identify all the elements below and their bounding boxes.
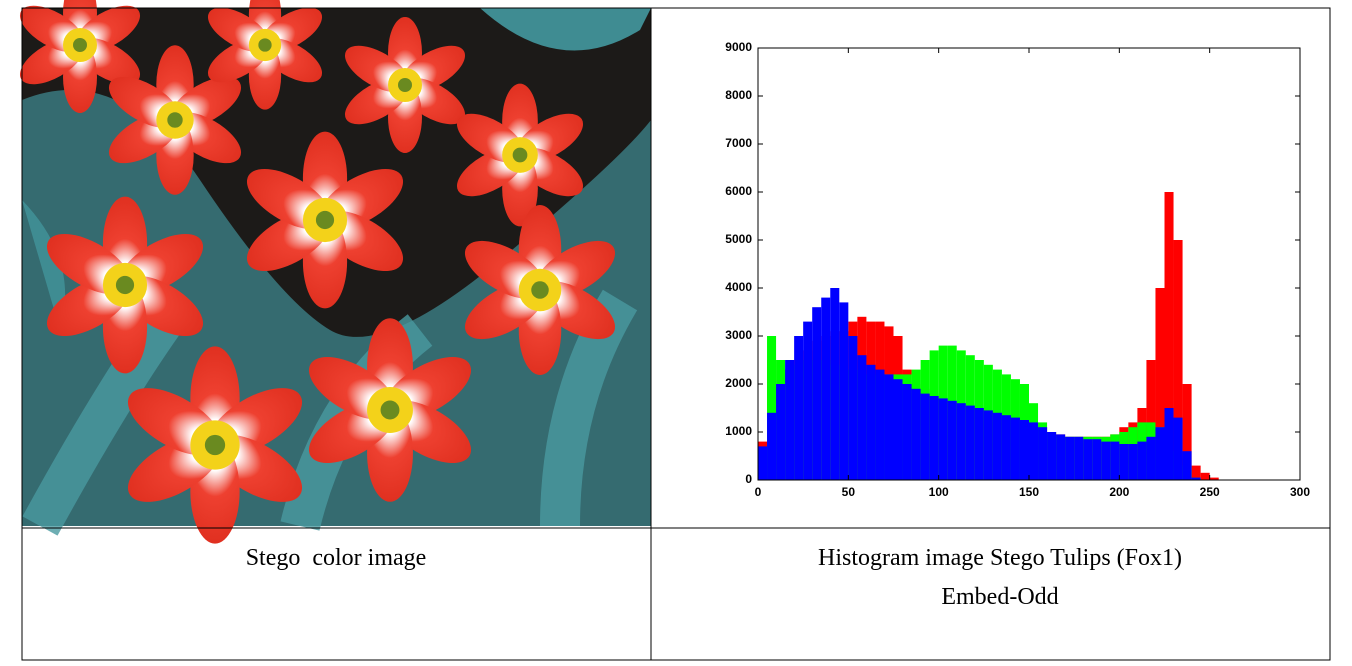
x-tick-label: 300 bbox=[1290, 485, 1310, 499]
histogram-bar bbox=[1128, 444, 1138, 480]
histogram-bar bbox=[1155, 427, 1165, 480]
histogram-bar bbox=[875, 369, 885, 480]
histogram-bar bbox=[1092, 439, 1102, 480]
histogram-bar bbox=[956, 403, 966, 480]
histogram-bar bbox=[1209, 477, 1219, 480]
histogram-bar bbox=[1146, 436, 1156, 480]
histogram-bar bbox=[1182, 384, 1192, 480]
histogram-bar bbox=[767, 336, 777, 480]
y-tick-label: 5000 bbox=[725, 232, 752, 246]
histogram-bar bbox=[857, 355, 867, 480]
histogram-bar bbox=[1191, 465, 1201, 480]
y-tick-label: 7000 bbox=[725, 136, 752, 150]
histogram-bar bbox=[830, 288, 840, 480]
x-tick-label: 250 bbox=[1200, 485, 1220, 499]
histogram-bar bbox=[938, 398, 948, 480]
x-tick-label: 0 bbox=[755, 485, 762, 499]
histogram-bar bbox=[767, 412, 777, 480]
histogram-bar bbox=[1074, 436, 1084, 480]
histogram-bar bbox=[974, 408, 984, 480]
histogram-bar bbox=[884, 374, 894, 480]
histogram-bar bbox=[1001, 415, 1011, 480]
histogram-bar bbox=[1173, 240, 1183, 480]
histogram-bar bbox=[848, 336, 858, 480]
y-tick-label: 2000 bbox=[725, 376, 752, 390]
histogram-bar bbox=[1019, 420, 1029, 480]
x-tick-label: 50 bbox=[842, 485, 856, 499]
y-tick-label: 1000 bbox=[725, 424, 752, 438]
y-tick-label: 3000 bbox=[725, 328, 752, 342]
table-borders bbox=[21, 7, 1331, 661]
histogram-bar bbox=[893, 379, 903, 480]
image-caption: Stego color image bbox=[246, 545, 427, 571]
histogram-bar bbox=[1038, 427, 1048, 480]
y-tick-label: 8000 bbox=[725, 88, 752, 102]
histogram-bar bbox=[1083, 439, 1093, 480]
histogram-chart: 0 1000 2000 3000 4000 5000 6000 7000 8000 9000 0 50… bbox=[725, 40, 1310, 499]
histogram-bar bbox=[1182, 451, 1192, 480]
histogram-bar bbox=[902, 384, 912, 480]
histogram-bar bbox=[992, 412, 1002, 480]
histogram-bar bbox=[1200, 472, 1210, 480]
histogram-bar bbox=[1047, 432, 1057, 480]
histogram-bar bbox=[911, 388, 921, 480]
histogram-bar bbox=[1010, 417, 1020, 480]
histogram-bar bbox=[1155, 288, 1165, 480]
histogram-bar bbox=[1110, 441, 1120, 480]
histogram-bar bbox=[1065, 436, 1075, 480]
x-tick-label: 100 bbox=[929, 485, 949, 499]
histogram-bar bbox=[1119, 444, 1129, 480]
y-tick-label: 0 bbox=[745, 472, 752, 486]
histogram-bar bbox=[983, 410, 993, 480]
histogram-bar bbox=[794, 336, 804, 480]
histogram-bar bbox=[1146, 360, 1156, 480]
y-tick-label: 6000 bbox=[725, 184, 752, 198]
histogram-bar bbox=[920, 393, 930, 480]
histogram-bar bbox=[1164, 408, 1174, 480]
histogram-bar bbox=[947, 400, 957, 480]
x-tick-label: 150 bbox=[1019, 485, 1039, 499]
histogram-bar bbox=[839, 302, 849, 480]
y-tick-label: 4000 bbox=[725, 280, 752, 294]
histogram-bar bbox=[758, 446, 768, 480]
histogram-bar bbox=[1101, 441, 1111, 480]
histogram-bar bbox=[812, 307, 822, 480]
x-tick-label: 200 bbox=[1109, 485, 1129, 499]
histogram-bar bbox=[776, 384, 786, 480]
tulip-image bbox=[12, 0, 651, 544]
histogram-bar bbox=[1056, 434, 1066, 480]
histogram-bar bbox=[785, 360, 795, 480]
histogram-bar bbox=[965, 405, 975, 480]
histogram-bar bbox=[866, 364, 876, 480]
histogram-bar bbox=[1173, 417, 1183, 480]
histogram-bar bbox=[1137, 441, 1147, 480]
histogram-bar bbox=[803, 321, 813, 480]
y-tick-label: 9000 bbox=[725, 40, 752, 54]
histogram-bar bbox=[1191, 477, 1201, 480]
histogram-caption: Histogram image Stego Tulips (Fox1) bbox=[818, 545, 1182, 571]
histogram-caption: Embed-Odd bbox=[941, 584, 1058, 610]
histogram-bar bbox=[1029, 422, 1039, 480]
histogram-bar bbox=[929, 396, 939, 480]
histogram-bar bbox=[1164, 192, 1174, 480]
histogram-bar bbox=[821, 297, 831, 480]
